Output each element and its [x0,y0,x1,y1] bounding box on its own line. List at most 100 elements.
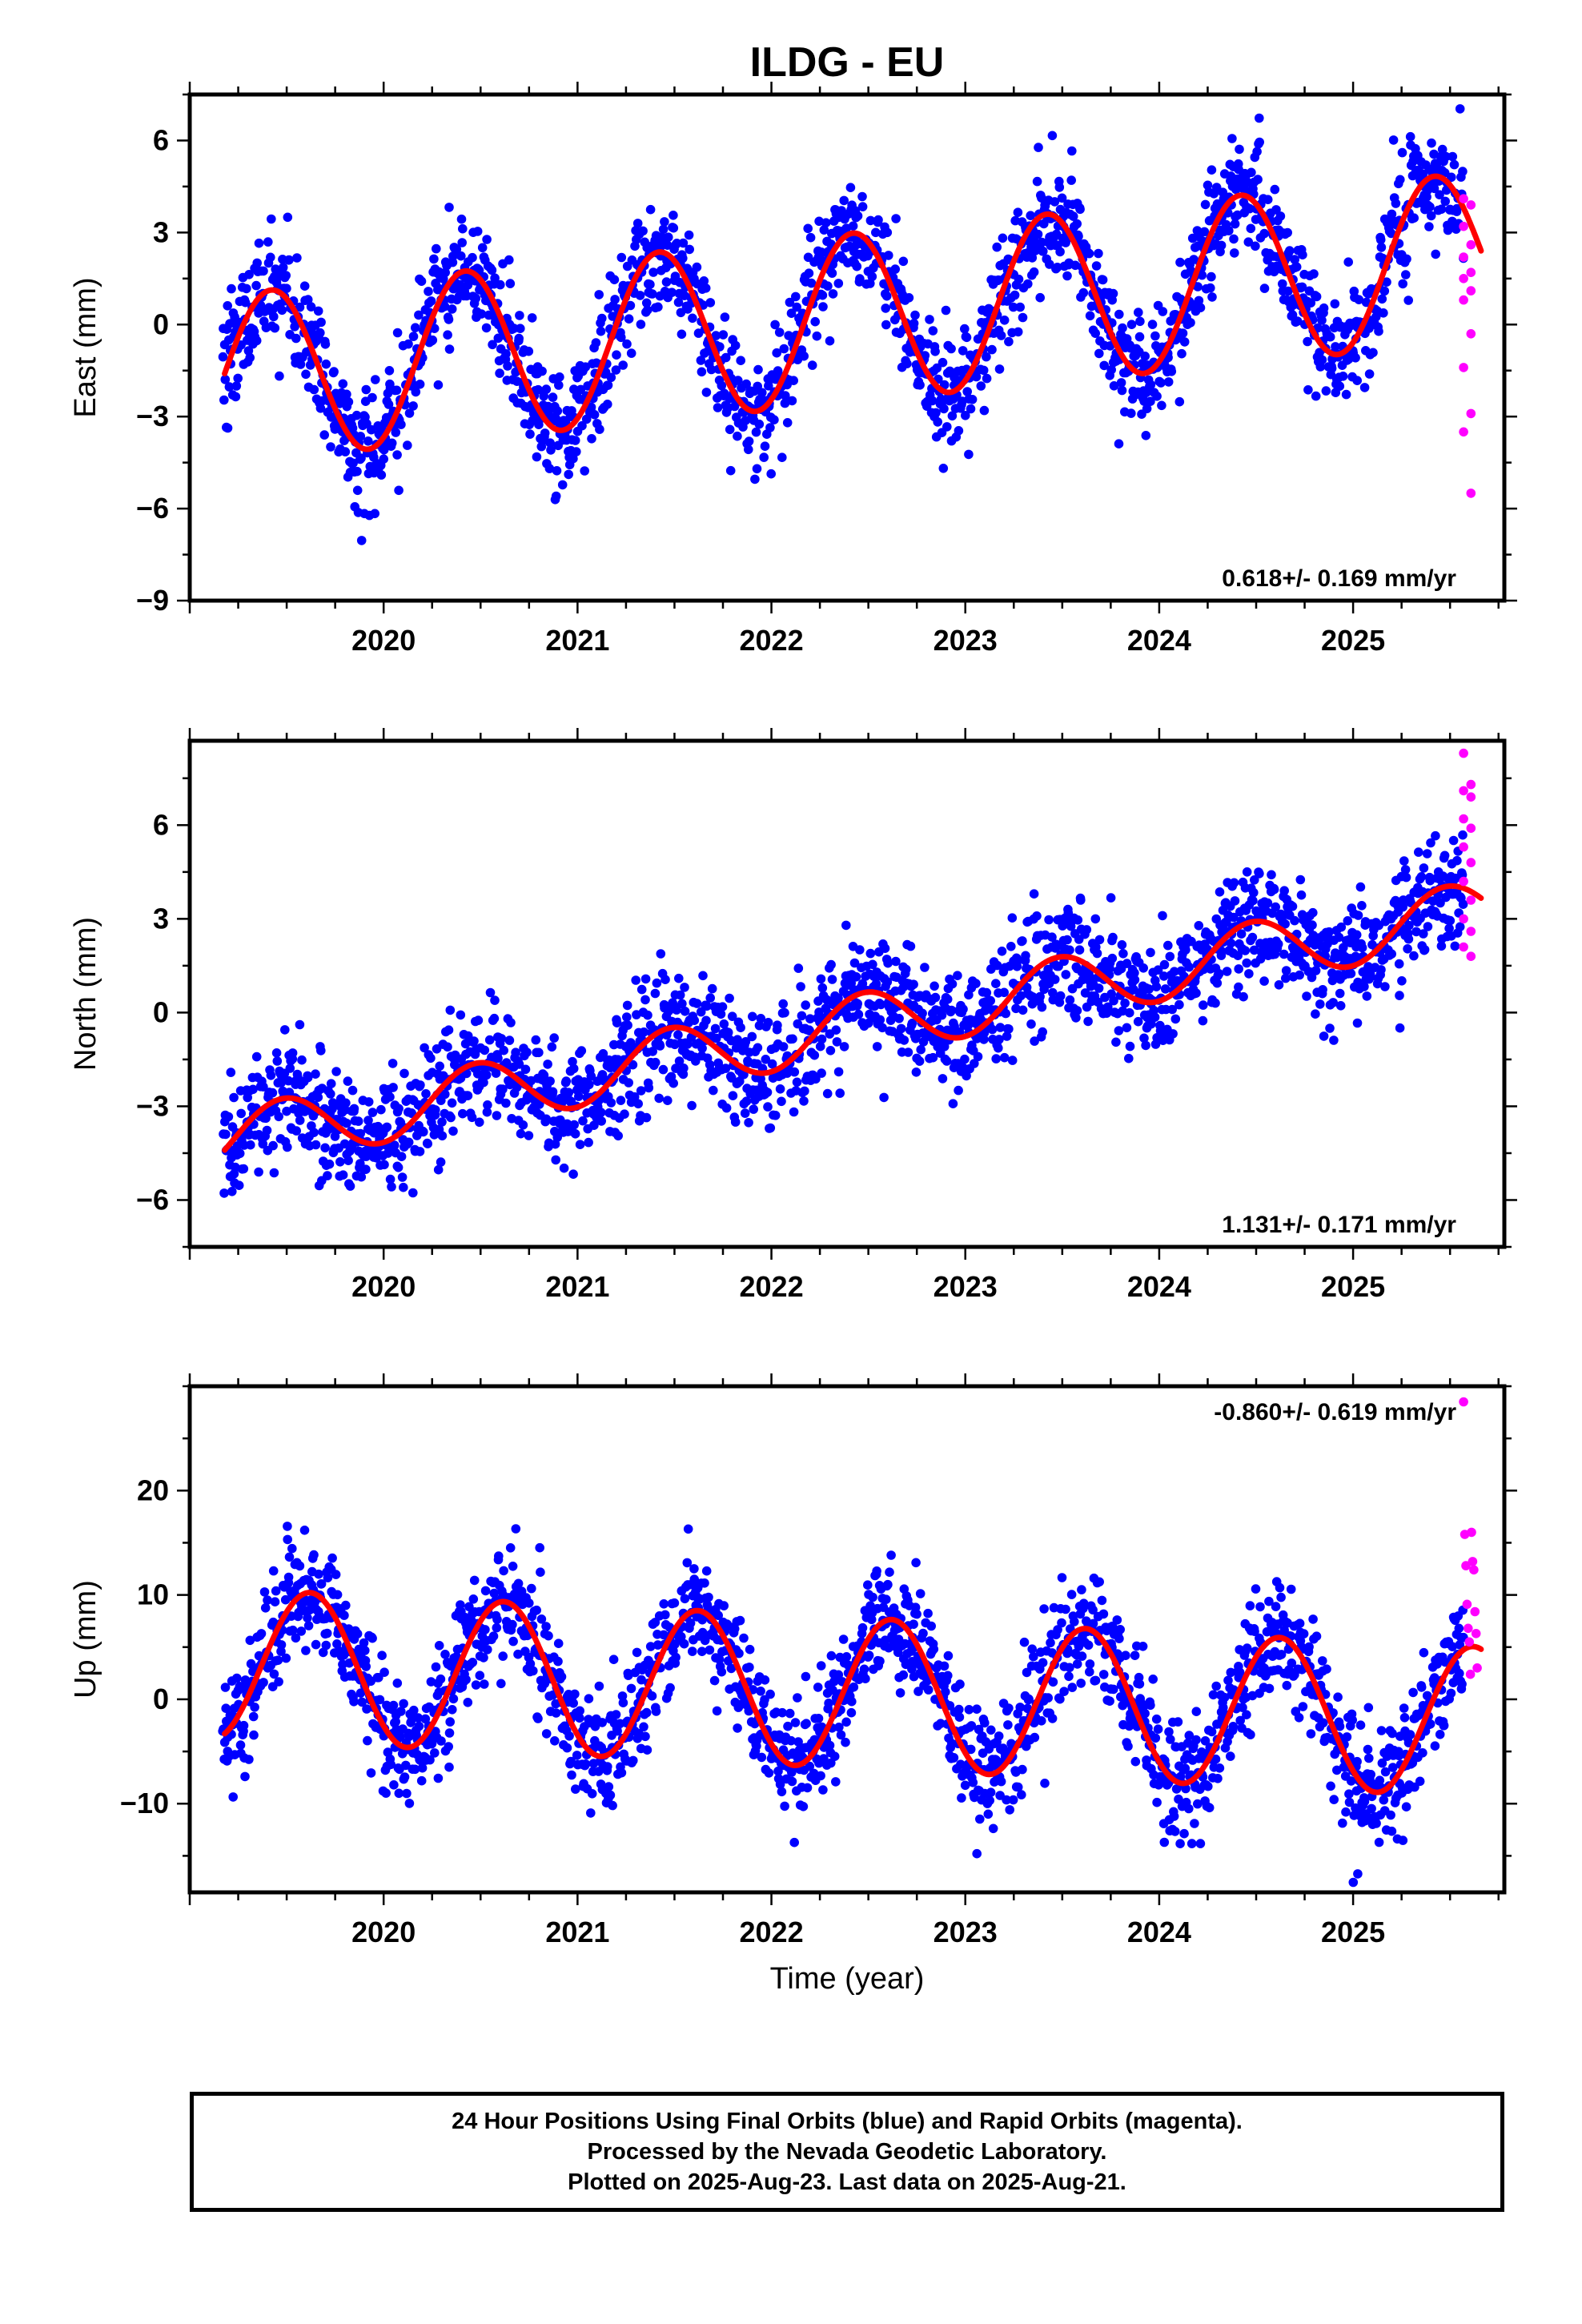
final-point [482,235,492,244]
rapid-point [1466,408,1476,419]
final-point [447,304,457,314]
rapid-point [1459,876,1468,887]
final-point [1055,247,1065,257]
final-point [780,1007,789,1018]
final-point [274,1677,283,1687]
final-point [675,990,685,1000]
final-point [1033,229,1043,239]
final-point [512,1082,522,1092]
final-point [961,411,970,420]
final-point [822,1088,833,1099]
final-point [875,1015,885,1025]
rapid-point [1466,779,1476,790]
final-point [1362,991,1372,1001]
final-point [1440,196,1450,207]
final-point [622,1012,632,1022]
final-point [1279,949,1289,959]
final-point [725,465,736,476]
final-point [1343,916,1353,926]
final-point [1448,835,1459,846]
final-point [455,279,465,290]
final-point [324,1159,335,1169]
final-point [370,509,380,519]
final-point [1078,287,1089,298]
final-point [467,1112,477,1123]
final-point [356,1172,367,1182]
final-point [677,329,687,340]
final-point [645,279,655,290]
final-point [219,1188,229,1198]
final-point [254,238,264,248]
final-point [1359,383,1370,392]
final-point [787,396,797,406]
final-point [1230,248,1239,258]
final-point [816,1661,826,1671]
final-point [780,398,790,408]
final-point [626,348,636,358]
final-point [930,347,940,356]
final-point [327,1553,337,1563]
final-point [705,1645,715,1655]
final-point [1139,1033,1149,1043]
final-point [967,395,978,404]
final-point [1280,919,1290,929]
final-point [759,452,769,462]
final-point [244,270,254,279]
final-point [388,1083,398,1092]
final-point [353,1116,363,1126]
final-point [435,1061,444,1072]
final-point [1018,1005,1028,1015]
final-point [426,1053,436,1063]
final-point [404,1731,414,1742]
final-point [1111,1037,1121,1047]
final-point [1174,999,1184,1010]
final-point [309,1128,319,1137]
final-point [701,283,711,293]
final-point [578,1116,588,1126]
final-point [1447,151,1458,162]
final-point [488,1631,499,1641]
final-point [1398,279,1407,289]
final-point [331,1067,341,1076]
final-point [343,397,354,407]
final-point [1207,165,1217,175]
final-point [642,1745,652,1755]
final-point [326,1079,336,1088]
final-point [928,1052,938,1063]
final-point [1212,978,1223,988]
final-point [721,1063,731,1073]
final-point [498,1084,508,1094]
final-point [740,1108,750,1118]
final-point [712,1706,722,1716]
final-point [411,387,421,397]
final-point [391,428,401,437]
final-point [489,1013,500,1023]
final-point [556,1671,567,1682]
final-point [764,1768,774,1778]
final-point [811,1074,821,1084]
final-point [744,436,754,446]
final-point [295,1019,305,1030]
final-point [295,1561,305,1571]
final-point [548,1087,558,1097]
final-point [777,1096,786,1107]
final-point [320,1143,330,1153]
final-point [576,1046,587,1055]
final-point [243,346,254,356]
plot-area [218,104,1484,545]
final-point [928,326,938,336]
final-point [362,1704,371,1714]
final-point [258,1139,268,1149]
final-point [456,1600,465,1610]
final-point [610,295,620,304]
final-point [580,362,591,372]
final-point [569,1120,579,1130]
final-point [749,1104,758,1114]
final-point [1317,355,1327,365]
final-point [1246,223,1256,234]
final-point [1458,167,1468,176]
final-point [1273,939,1283,949]
final-point [679,1063,689,1073]
final-point [872,1042,882,1051]
final-point [268,1617,279,1627]
